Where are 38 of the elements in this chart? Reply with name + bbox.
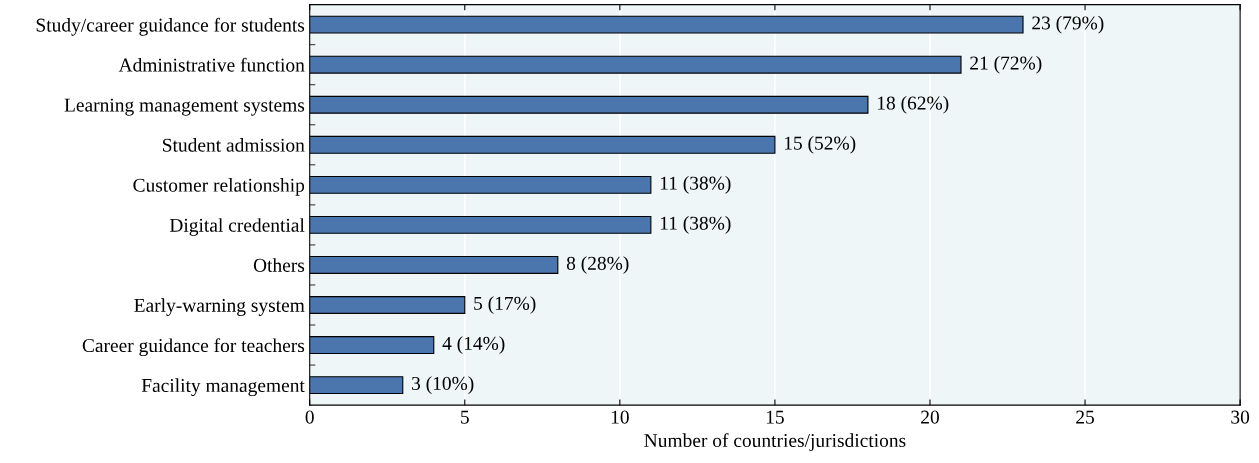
- bar: [309, 55, 962, 74]
- bar: [309, 336, 435, 355]
- bar: [309, 215, 652, 234]
- bar: [309, 15, 1024, 34]
- data-label: 23 (79%): [1032, 15, 1104, 34]
- y-tick-label: Student admission: [163, 138, 305, 152]
- x-tick-label: 20: [921, 410, 939, 424]
- y-tick-label: Early-warning system: [134, 298, 305, 316]
- x-axis-title: Number of countries/jurisdictions: [644, 433, 906, 452]
- data-label: 21 (72%): [970, 55, 1042, 74]
- y-tick-label: Digital credential: [169, 218, 305, 236]
- bar: [309, 95, 869, 114]
- y-tick-label: Facility management: [141, 378, 305, 397]
- y-tick-label: Career guidance for teachers: [82, 338, 305, 357]
- x-tick-label: 5: [461, 410, 469, 424]
- bar: [309, 175, 652, 194]
- x-tick-label: 0: [305, 410, 314, 424]
- bar: [309, 376, 404, 395]
- x-tick-label: 15: [766, 410, 784, 424]
- x-tick-label: 10: [611, 410, 629, 424]
- data-label: 5 (17%): [474, 296, 536, 314]
- bar: [309, 296, 466, 314]
- y-tick-label: Others: [253, 258, 305, 272]
- bar: [309, 255, 559, 274]
- y-tick-label: Learning management systems: [64, 98, 305, 116]
- data-label: 18 (62%): [878, 95, 949, 114]
- x-tick-label: 30: [1231, 410, 1250, 424]
- bar: [309, 135, 776, 154]
- data-label: 4 (14%): [442, 336, 505, 354]
- y-tick-label: Administrative function: [118, 57, 305, 72]
- x-tick-label: 25: [1076, 410, 1095, 424]
- y-tick-label: Study/career guidance for students: [36, 17, 305, 36]
- data-label: 8 (28%): [566, 256, 629, 274]
- data-label: 11 (38%): [660, 176, 731, 194]
- data-label: 11 (38%): [660, 216, 731, 234]
- data-label: 3 (10%): [412, 376, 474, 394]
- data-label: 15 (52%): [784, 135, 856, 154]
- y-tick-label: Customer relationship: [133, 178, 305, 196]
